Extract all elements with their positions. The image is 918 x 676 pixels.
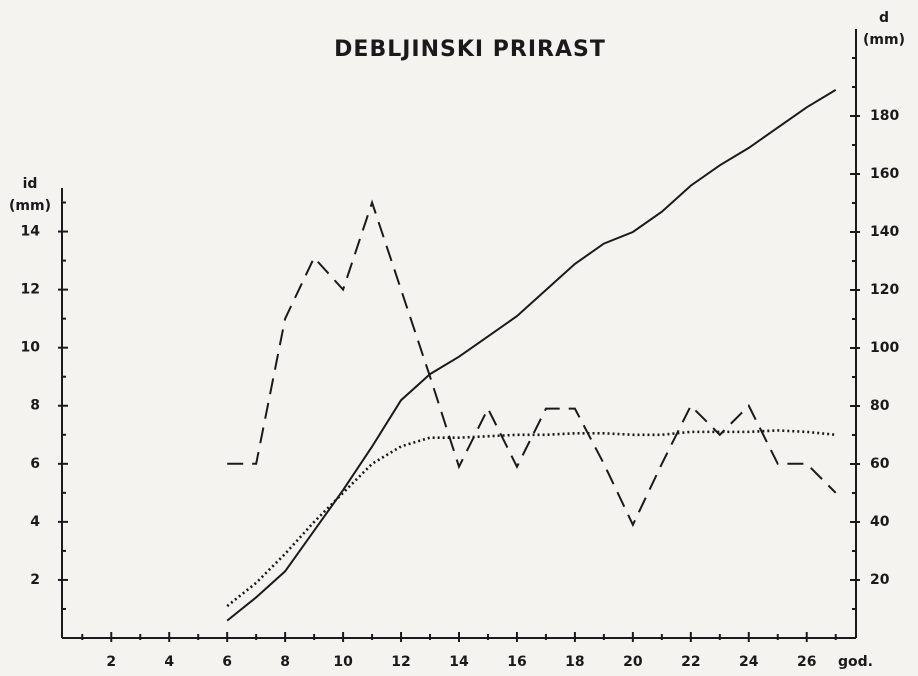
y-tick-label: 10 (21, 340, 41, 356)
x-tick-label: 8 (280, 654, 290, 670)
x-tick-label: 2 (106, 654, 116, 670)
y-tick-label: 6 (30, 456, 40, 472)
y-axis-label: id (23, 176, 38, 192)
x-tick-label: 22 (681, 654, 700, 670)
x-tick-label: 6 (222, 654, 232, 670)
y-tick-label: 2 (30, 572, 40, 588)
x-tick-label: 26 (797, 654, 816, 670)
series-line (226, 429, 836, 608)
x-tick-label: 4 (164, 654, 174, 670)
x-tick-label: 20 (623, 654, 643, 670)
x-tick-label: 18 (565, 654, 584, 670)
y2-tick-label: 120 (870, 282, 899, 298)
y-tick-label: 4 (30, 514, 40, 530)
y2-tick-label: 160 (870, 166, 899, 182)
x-tick-label: 24 (739, 654, 759, 670)
x-tick-label: 12 (391, 654, 410, 670)
chart-title: DEBLJINSKI PRIRAST (334, 37, 606, 62)
series-line (227, 199, 837, 528)
x-tick-label: 14 (449, 654, 469, 670)
x-tick-label: 10 (333, 654, 353, 670)
y2-tick-label: 140 (870, 224, 899, 240)
y2-tick-label: 100 (870, 340, 899, 356)
y2-tick-label: 180 (870, 108, 899, 124)
y-tick-label: 12 (21, 282, 40, 298)
x-axis-label: god. (838, 654, 873, 670)
y2-axis-label: d (879, 10, 889, 26)
y2-tick-label: 20 (870, 572, 890, 588)
y2-tick-label: 80 (870, 398, 890, 414)
y-tick-label: 8 (30, 398, 40, 414)
x-tick-label: 16 (507, 654, 526, 670)
y-axis-label: (mm) (9, 198, 51, 214)
y2-tick-label: 40 (870, 514, 890, 530)
series-line (226, 89, 837, 622)
y2-tick-label: 60 (870, 456, 890, 472)
y2-axis-label: (mm) (863, 32, 905, 48)
y-tick-label: 14 (21, 224, 41, 240)
